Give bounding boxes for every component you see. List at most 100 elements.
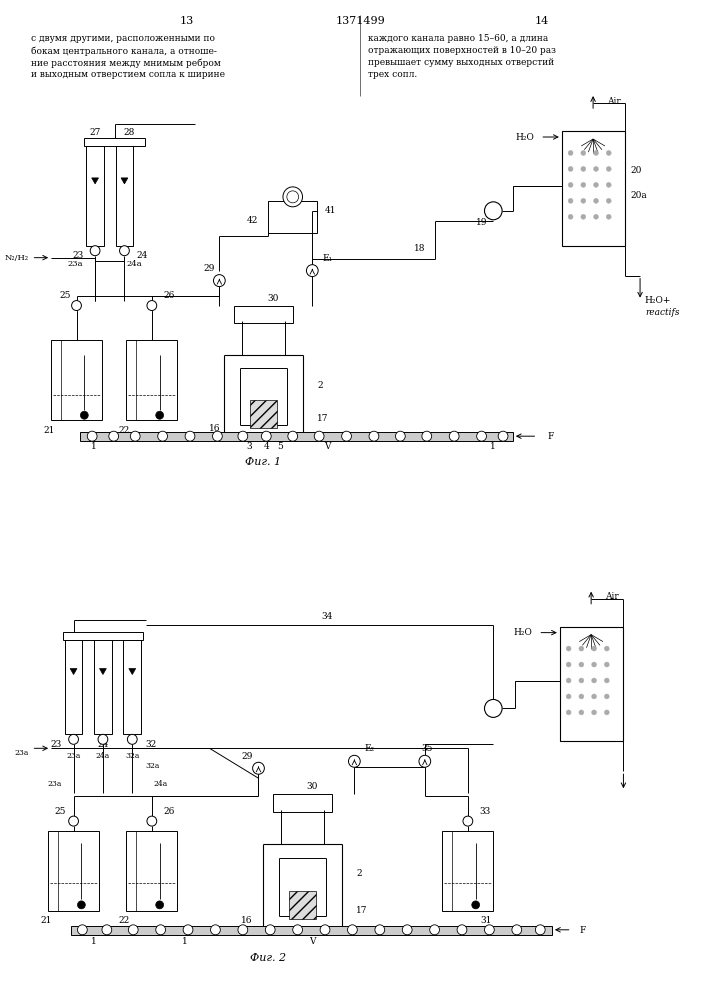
Circle shape	[568, 214, 573, 219]
Circle shape	[594, 182, 599, 187]
Circle shape	[594, 166, 599, 171]
Circle shape	[484, 925, 494, 935]
Circle shape	[579, 646, 584, 651]
Text: 24: 24	[136, 251, 148, 260]
Text: 24a: 24a	[127, 260, 142, 268]
Circle shape	[579, 678, 584, 683]
Circle shape	[102, 925, 112, 935]
Circle shape	[402, 925, 412, 935]
Circle shape	[81, 411, 88, 419]
Circle shape	[579, 710, 584, 715]
Circle shape	[566, 694, 571, 699]
Circle shape	[477, 431, 486, 441]
Polygon shape	[92, 178, 98, 184]
Circle shape	[262, 431, 271, 441]
Circle shape	[395, 431, 405, 441]
Text: превышает сумму выходных отверстий: превышает сумму выходных отверстий	[368, 58, 554, 67]
Text: 20a: 20a	[630, 191, 647, 200]
Circle shape	[592, 694, 597, 699]
Text: 24a: 24a	[95, 752, 110, 760]
Text: 14: 14	[535, 16, 549, 26]
Text: 41: 41	[325, 206, 337, 215]
Circle shape	[293, 925, 303, 935]
Bar	[86, 146, 104, 246]
Circle shape	[127, 734, 137, 744]
Circle shape	[498, 431, 508, 441]
Circle shape	[156, 411, 163, 419]
Text: 33: 33	[479, 807, 491, 816]
Circle shape	[314, 431, 324, 441]
Text: H₂O: H₂O	[513, 628, 532, 637]
Circle shape	[607, 150, 611, 155]
Circle shape	[568, 182, 573, 187]
Bar	[127, 831, 177, 911]
Bar	[63, 632, 143, 640]
Text: 4: 4	[264, 442, 269, 451]
Text: и выходным отверстием сопла к ширине: и выходным отверстием сопла к ширине	[32, 70, 226, 79]
Circle shape	[130, 431, 140, 441]
Text: reactifs: reactifs	[645, 308, 679, 317]
Circle shape	[581, 214, 586, 219]
Text: Фиг. 2: Фиг. 2	[250, 953, 286, 963]
Text: 32a: 32a	[145, 762, 159, 770]
Circle shape	[581, 198, 586, 203]
Text: 17: 17	[356, 906, 368, 915]
Circle shape	[484, 202, 502, 220]
Text: 29: 29	[204, 264, 215, 273]
Circle shape	[463, 816, 473, 826]
Circle shape	[265, 925, 275, 935]
Circle shape	[592, 662, 597, 667]
Bar	[65, 640, 83, 734]
Circle shape	[604, 646, 609, 651]
Text: 23a: 23a	[47, 780, 62, 788]
Circle shape	[594, 214, 599, 219]
Text: V: V	[309, 937, 315, 946]
Circle shape	[581, 182, 586, 187]
Circle shape	[566, 646, 571, 651]
Text: 13: 13	[180, 16, 194, 26]
Text: 23a: 23a	[68, 260, 83, 268]
Text: 20: 20	[630, 166, 642, 175]
Text: ние расстояния между мнимым ребром: ние расстояния между мнимым ребром	[32, 58, 221, 68]
Circle shape	[69, 734, 78, 744]
Circle shape	[283, 187, 303, 207]
Bar	[560, 627, 624, 741]
Text: 35: 35	[421, 744, 433, 753]
Circle shape	[566, 710, 571, 715]
Text: 26: 26	[163, 291, 175, 300]
Circle shape	[87, 431, 97, 441]
Circle shape	[375, 925, 385, 935]
Text: 32a: 32a	[125, 752, 139, 760]
Circle shape	[419, 755, 431, 767]
Circle shape	[449, 431, 459, 441]
Circle shape	[119, 246, 129, 256]
Circle shape	[288, 431, 298, 441]
Circle shape	[512, 925, 522, 935]
Circle shape	[211, 925, 221, 935]
Bar	[250, 400, 277, 428]
Text: 1: 1	[182, 937, 188, 946]
Bar	[562, 131, 626, 246]
Text: Фиг. 1: Фиг. 1	[245, 457, 281, 467]
Text: H₂O: H₂O	[515, 133, 534, 142]
Bar	[94, 640, 112, 734]
Circle shape	[535, 925, 545, 935]
Circle shape	[369, 431, 379, 441]
Text: 28: 28	[124, 128, 135, 137]
Text: 25: 25	[54, 807, 66, 816]
Text: F: F	[580, 926, 586, 935]
Bar	[81, 432, 513, 441]
Circle shape	[252, 762, 264, 774]
Text: H₂O+: H₂O+	[645, 296, 672, 305]
Circle shape	[566, 678, 571, 683]
Bar	[127, 340, 177, 420]
Circle shape	[306, 265, 318, 277]
Text: 21: 21	[43, 426, 55, 435]
Circle shape	[604, 710, 609, 715]
Polygon shape	[129, 669, 136, 675]
Circle shape	[71, 301, 81, 311]
Circle shape	[607, 198, 611, 203]
Text: 23: 23	[51, 740, 62, 749]
Text: бокам центрального канала, а отноше-: бокам центрального канала, а отноше-	[32, 46, 217, 56]
Text: 19: 19	[476, 218, 487, 227]
